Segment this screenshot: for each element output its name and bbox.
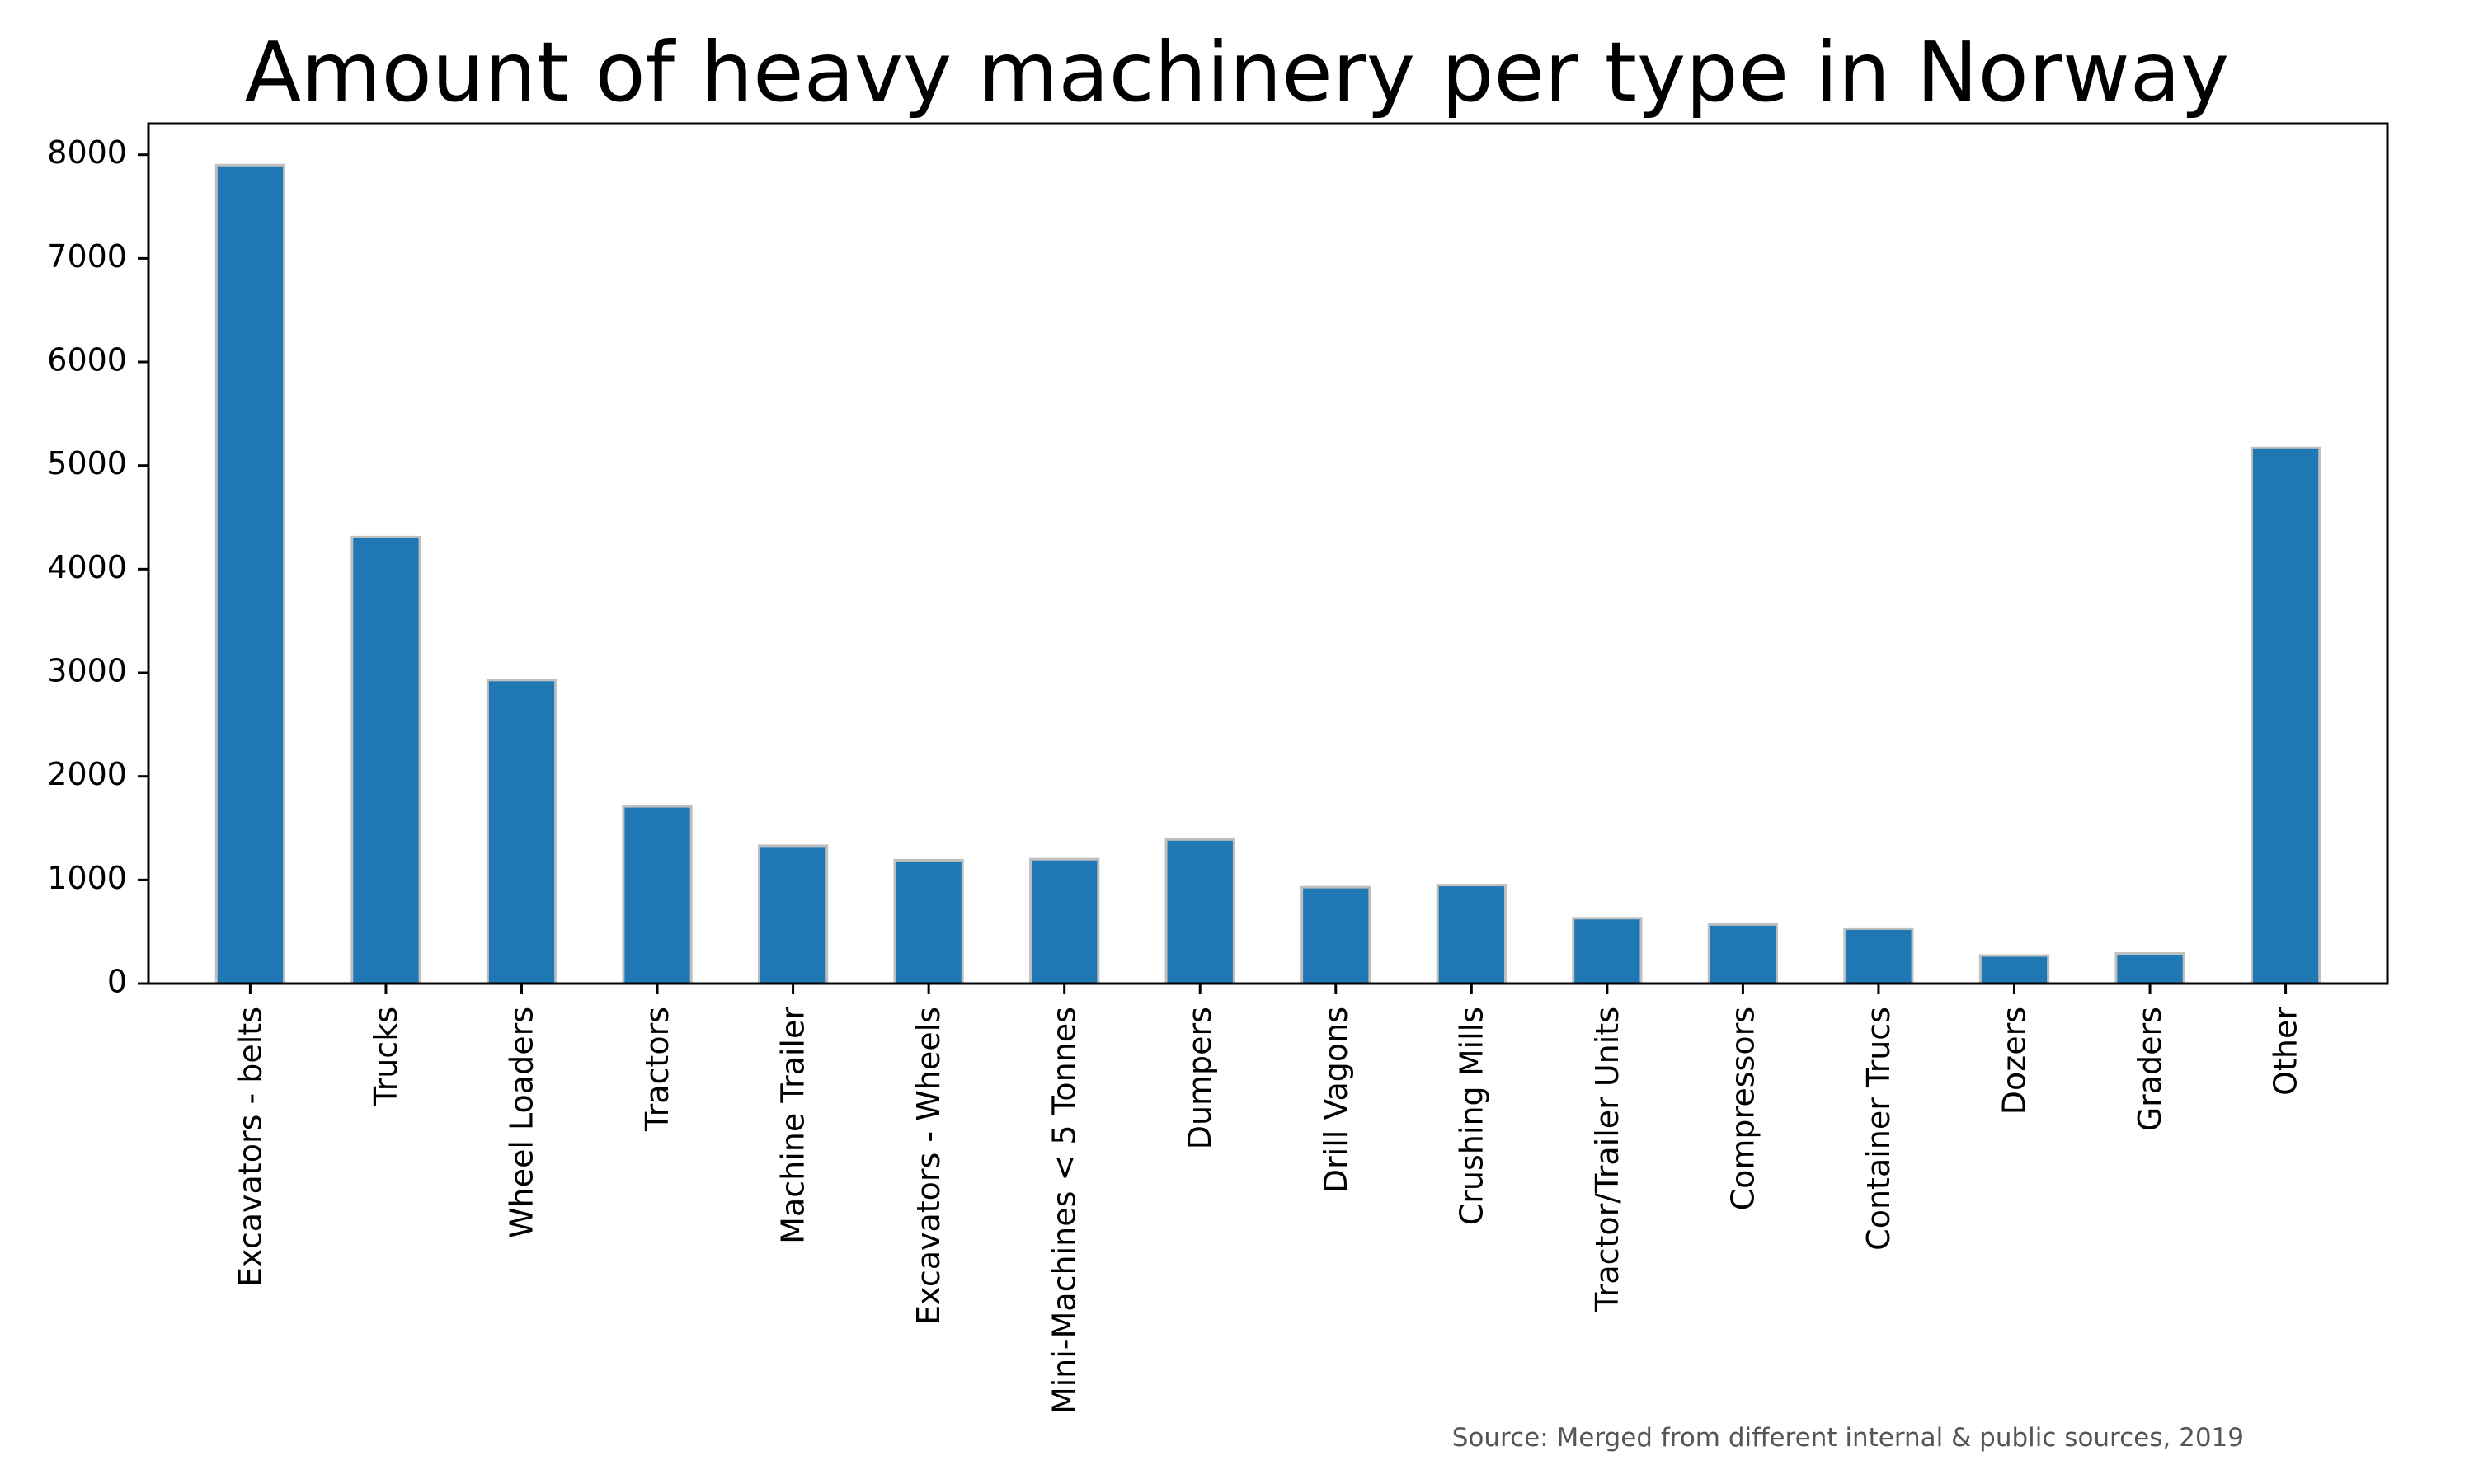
x-tick-label: Excavators - Wheels — [910, 1007, 947, 1325]
y-tick-label: 1000 — [47, 860, 127, 896]
bar — [214, 163, 286, 985]
x-tick-label: Compressors — [1724, 1007, 1761, 1210]
bar — [1029, 857, 1100, 985]
bar — [1707, 923, 1779, 985]
y-tick-label: 4000 — [47, 549, 127, 585]
x-tick-label: Machine Trailer — [775, 1007, 811, 1244]
x-tick-label: Mini-Machines < 5 Tonnes — [1047, 1007, 1083, 1414]
x-tick-label: Trucks — [368, 1007, 404, 1106]
bar — [1572, 917, 1643, 985]
chart-title: Amount of heavy machinery per type in No… — [245, 24, 2229, 120]
x-axis: Excavators - belts Trucks Wheel Loaders Tra… — [232, 984, 2304, 1414]
plot-frame — [147, 122, 2389, 985]
bar — [757, 844, 829, 985]
y-tick-label: 6000 — [47, 342, 127, 378]
x-tick-label: Crushing Mills — [1453, 1007, 1489, 1225]
x-tick-label: Excavators - belts — [232, 1007, 268, 1287]
y-tick-label: 5000 — [47, 445, 127, 481]
bar — [1164, 838, 1235, 985]
bar — [1843, 927, 1914, 985]
bar — [350, 535, 421, 985]
x-tick-label: Tractors — [639, 1007, 675, 1132]
y-tick-label: 3000 — [47, 653, 127, 689]
source-annotation: Source: Merged from different internal &… — [1452, 1423, 2244, 1453]
bar — [1300, 885, 1371, 985]
y-tick-label: 2000 — [47, 756, 127, 792]
x-tick-label: Graders — [2132, 1007, 2168, 1131]
x-tick-label: Dozers — [1997, 1007, 2033, 1115]
x-tick-label: Other — [2268, 1007, 2304, 1096]
y-axis: 0 1000 2000 3000 4000 5000 6000 7000 8000 — [47, 134, 148, 1000]
bar — [1436, 884, 1507, 985]
bar — [1978, 954, 2050, 985]
bar — [622, 805, 693, 985]
x-tick-label: Wheel Loaders — [504, 1007, 540, 1238]
y-tick-label: 0 — [107, 964, 127, 1000]
y-tick-label: 8000 — [47, 134, 127, 171]
x-tick-label: Container Trucs — [1860, 1007, 1897, 1251]
bar — [2114, 952, 2185, 985]
x-tick-label: Tractor/Trailer Units — [1589, 1007, 1625, 1313]
bar — [893, 858, 964, 985]
y-tick-label: 7000 — [47, 238, 127, 275]
x-tick-label: Dumpers — [1182, 1007, 1218, 1149]
x-tick-label: Drill Vagons — [1318, 1007, 1354, 1193]
bar — [2250, 446, 2321, 985]
bar-series — [214, 163, 2321, 985]
bar — [486, 679, 557, 985]
